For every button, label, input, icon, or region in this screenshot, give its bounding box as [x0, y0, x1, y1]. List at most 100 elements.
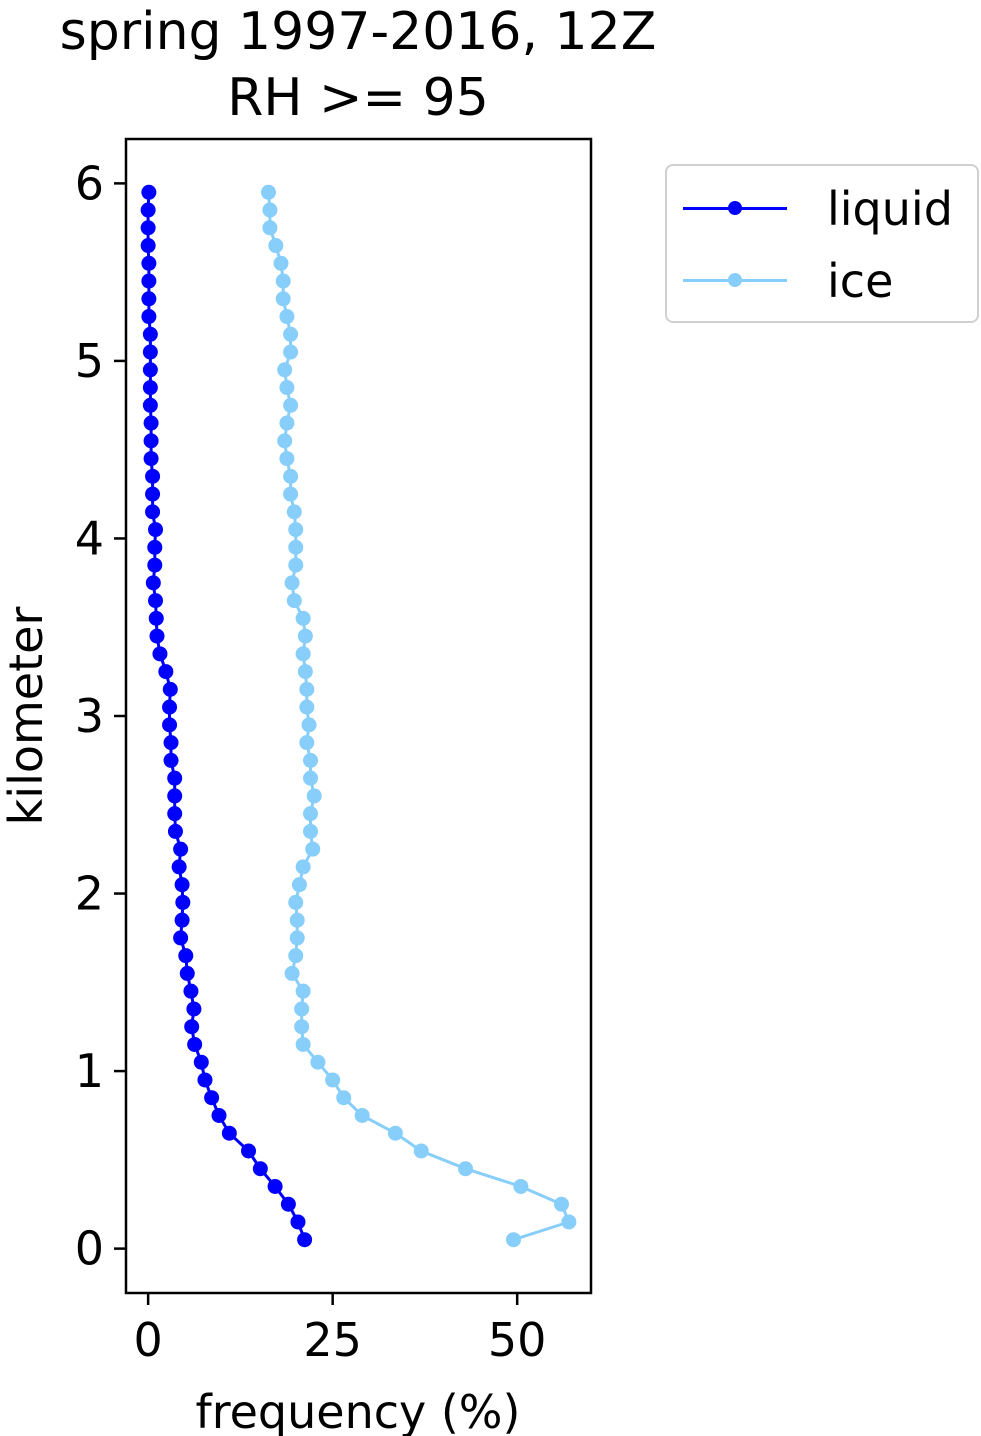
data-point-ice [283, 468, 299, 484]
data-point-liquid [141, 309, 157, 325]
data-point-ice [306, 788, 322, 804]
data-point-liquid [143, 433, 159, 449]
data-point-liquid [148, 610, 164, 626]
data-point-liquid [167, 823, 183, 839]
data-point-ice [288, 557, 304, 573]
data-point-liquid [171, 859, 187, 875]
data-point-liquid [241, 1143, 257, 1159]
data-point-ice [268, 238, 284, 254]
data-point-ice [294, 1001, 310, 1017]
data-point-liquid [167, 770, 183, 786]
data-point-ice [277, 362, 293, 378]
data-point-liquid [184, 1019, 200, 1035]
data-point-ice [291, 877, 307, 893]
data-point-liquid [280, 1196, 296, 1212]
data-point-ice [279, 415, 295, 431]
x-axis-label: frequency (%) [196, 1385, 521, 1436]
data-point-ice [295, 610, 311, 626]
data-point-liquid [186, 1001, 202, 1017]
data-point-ice [301, 717, 317, 733]
data-point-ice [294, 1019, 310, 1035]
data-point-liquid [173, 841, 189, 857]
data-point-ice [277, 433, 293, 449]
data-point-ice [458, 1161, 474, 1177]
legend-label-ice: ice [827, 254, 894, 308]
data-point-liquid [174, 877, 190, 893]
data-point-liquid [167, 806, 183, 822]
data-point-liquid [142, 326, 158, 342]
data-point-liquid [267, 1178, 283, 1194]
data-point-ice [303, 823, 319, 839]
data-point-ice [275, 291, 291, 307]
data-point-ice [387, 1125, 403, 1141]
data-point-liquid [147, 539, 163, 555]
data-point-ice [295, 646, 311, 662]
data-point-liquid [143, 415, 159, 431]
data-point-ice [288, 522, 304, 538]
y-axis-label: kilometer [0, 607, 53, 826]
legend-marker-ice [728, 273, 742, 287]
data-point-liquid [179, 965, 195, 981]
data-point-ice [310, 1054, 326, 1070]
data-point-liquid [187, 1036, 203, 1052]
y-tick-label: 5 [75, 334, 104, 388]
data-point-liquid [147, 557, 163, 573]
y-tick-label: 4 [75, 511, 104, 565]
y-tick-label: 2 [75, 867, 104, 921]
data-point-liquid [142, 362, 158, 378]
data-point-ice [303, 806, 319, 822]
x-tick-label: 25 [303, 1313, 362, 1367]
data-point-liquid [158, 664, 174, 680]
data-point-liquid [173, 930, 189, 946]
y-tick-label: 6 [75, 156, 104, 210]
data-point-ice [288, 948, 304, 964]
data-point-ice [295, 1036, 311, 1052]
data-point-ice [336, 1090, 352, 1106]
data-point-liquid [174, 912, 190, 928]
data-point-liquid [162, 681, 178, 697]
data-point-liquid [140, 238, 156, 254]
data-point-ice [325, 1072, 341, 1088]
data-point-ice [354, 1107, 370, 1123]
data-point-ice [260, 184, 276, 200]
data-point-liquid [252, 1161, 268, 1177]
data-point-liquid [211, 1107, 227, 1123]
data-point-liquid [140, 220, 156, 236]
data-point-ice [279, 380, 295, 396]
data-point-liquid [193, 1054, 209, 1070]
data-point-liquid [152, 646, 168, 662]
data-point-liquid [197, 1072, 213, 1088]
data-point-liquid [162, 717, 178, 733]
chart-title: spring 1997-2016, 12Z [59, 2, 657, 62]
data-point-liquid [297, 1232, 313, 1248]
data-point-ice [413, 1143, 429, 1159]
series-layer [140, 184, 577, 1248]
data-point-liquid [141, 273, 157, 289]
data-point-liquid [290, 1214, 306, 1230]
data-point-ice [553, 1196, 569, 1212]
data-point-liquid [148, 593, 164, 609]
data-point-ice [297, 628, 313, 644]
data-point-liquid [148, 522, 164, 538]
chart-subtitle: RH >= 95 [227, 68, 489, 128]
data-point-ice [284, 575, 300, 591]
legend-marker-liquid [728, 201, 742, 215]
data-point-ice [279, 451, 295, 467]
data-point-ice [288, 894, 304, 910]
data-point-ice [284, 965, 300, 981]
data-point-ice [262, 220, 278, 236]
data-point-liquid [149, 628, 165, 644]
data-point-ice [286, 593, 302, 609]
data-point-ice [288, 539, 304, 555]
data-point-ice [283, 326, 299, 342]
data-point-ice [506, 1232, 521, 1248]
data-point-liquid [221, 1125, 237, 1141]
data-point-liquid [140, 202, 156, 218]
legend: liquid ice [665, 164, 979, 323]
data-point-ice [303, 752, 319, 768]
legend-item-liquid: liquid [683, 182, 973, 236]
data-point-ice [295, 983, 311, 999]
data-point-liquid [163, 735, 179, 751]
x-tick-label: 50 [488, 1313, 547, 1367]
